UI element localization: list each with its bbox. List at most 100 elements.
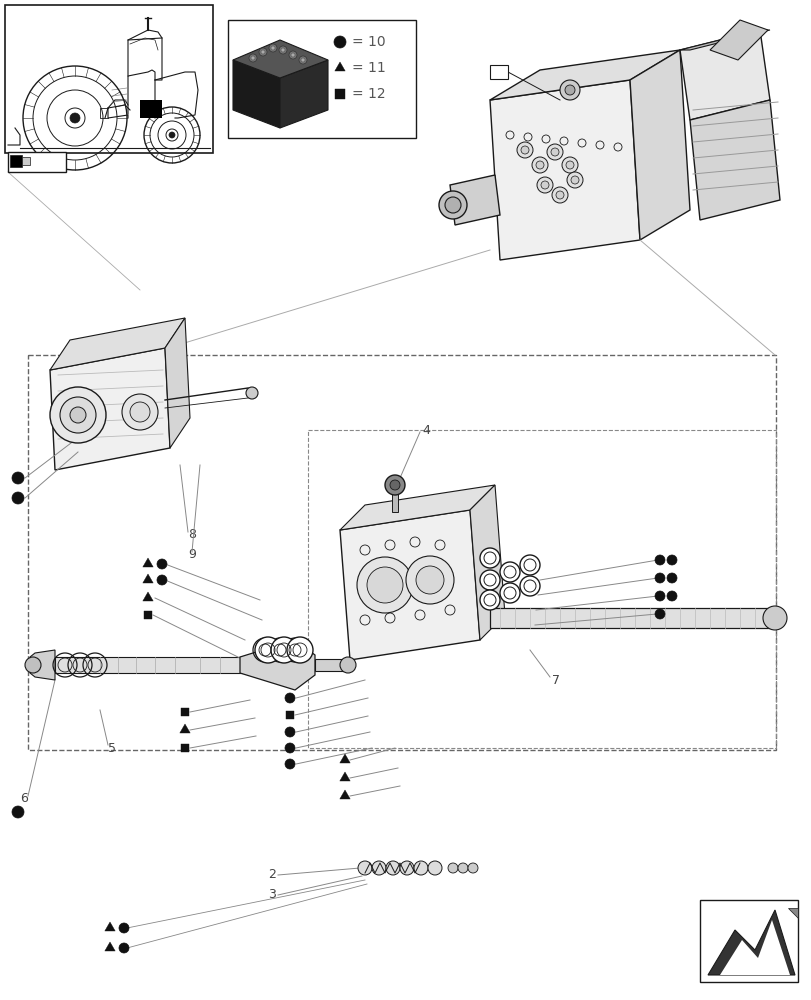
Polygon shape (165, 318, 190, 448)
Circle shape (12, 472, 24, 484)
Circle shape (427, 861, 441, 875)
Circle shape (547, 144, 562, 160)
Text: = 11: = 11 (351, 61, 385, 75)
Circle shape (285, 743, 294, 753)
Circle shape (60, 397, 96, 433)
Bar (144, 611, 152, 619)
Circle shape (260, 50, 264, 54)
Circle shape (285, 727, 294, 737)
Circle shape (666, 573, 676, 583)
Polygon shape (233, 60, 280, 128)
Text: 9: 9 (188, 548, 195, 560)
Circle shape (119, 923, 129, 933)
Polygon shape (629, 50, 689, 240)
Circle shape (400, 861, 414, 875)
Circle shape (298, 56, 307, 64)
Bar (139, 100, 162, 118)
Circle shape (500, 562, 519, 582)
Bar (489, 65, 508, 79)
Circle shape (285, 759, 294, 769)
Circle shape (531, 157, 547, 173)
Circle shape (415, 566, 444, 594)
Circle shape (570, 176, 578, 184)
Circle shape (457, 863, 467, 873)
Circle shape (301, 58, 305, 62)
Circle shape (666, 555, 676, 565)
Polygon shape (679, 30, 769, 120)
Circle shape (286, 637, 312, 663)
Text: 5: 5 (108, 742, 116, 754)
Circle shape (271, 637, 297, 663)
Circle shape (565, 161, 573, 169)
Polygon shape (179, 724, 190, 733)
Circle shape (122, 394, 158, 430)
Text: = 10: = 10 (351, 35, 385, 49)
Polygon shape (719, 920, 789, 975)
Circle shape (566, 172, 582, 188)
Circle shape (279, 46, 286, 54)
Circle shape (281, 48, 285, 52)
Circle shape (255, 637, 281, 663)
Circle shape (333, 36, 345, 48)
Polygon shape (470, 485, 504, 640)
Polygon shape (707, 910, 794, 975)
Polygon shape (787, 908, 797, 918)
Circle shape (439, 191, 466, 219)
Circle shape (561, 157, 577, 173)
Polygon shape (334, 62, 345, 71)
Bar (55, 657, 294, 673)
Polygon shape (339, 790, 350, 799)
Bar (392, 490, 397, 512)
Circle shape (560, 80, 579, 100)
Bar (228, 20, 415, 138)
Polygon shape (280, 60, 328, 128)
Circle shape (340, 657, 355, 673)
Bar (181, 744, 189, 752)
Polygon shape (679, 30, 769, 50)
Circle shape (519, 576, 539, 596)
Circle shape (130, 402, 150, 422)
Polygon shape (50, 348, 169, 470)
Text: 2: 2 (268, 868, 276, 882)
Circle shape (157, 575, 167, 585)
Circle shape (371, 861, 385, 875)
Circle shape (384, 475, 405, 495)
Circle shape (414, 861, 427, 875)
Circle shape (259, 48, 267, 56)
Text: 8: 8 (188, 528, 195, 540)
Circle shape (448, 863, 457, 873)
Bar (315, 659, 345, 671)
Polygon shape (30, 650, 55, 680)
Polygon shape (339, 754, 350, 763)
Circle shape (535, 161, 543, 169)
Circle shape (654, 555, 664, 565)
Polygon shape (105, 942, 115, 951)
Polygon shape (340, 510, 479, 660)
Circle shape (479, 590, 500, 610)
Text: 4: 4 (422, 424, 429, 436)
Polygon shape (339, 772, 350, 781)
Polygon shape (489, 80, 639, 260)
Circle shape (271, 46, 275, 50)
Circle shape (70, 113, 80, 123)
Text: KIT: KIT (236, 97, 253, 107)
Bar (335, 89, 345, 99)
Polygon shape (50, 318, 185, 370)
Bar (285, 711, 294, 719)
Circle shape (249, 54, 257, 62)
Circle shape (50, 387, 106, 443)
Circle shape (551, 187, 568, 203)
Circle shape (389, 480, 400, 490)
Bar (489, 608, 774, 628)
Circle shape (25, 657, 41, 673)
Text: 7: 7 (551, 674, 560, 686)
Circle shape (762, 606, 786, 630)
Polygon shape (240, 640, 315, 690)
Circle shape (157, 559, 167, 569)
Circle shape (556, 191, 564, 199)
Circle shape (70, 407, 86, 423)
Circle shape (169, 132, 175, 138)
Bar (8, 152, 66, 172)
Polygon shape (489, 50, 679, 100)
Circle shape (289, 51, 297, 59)
